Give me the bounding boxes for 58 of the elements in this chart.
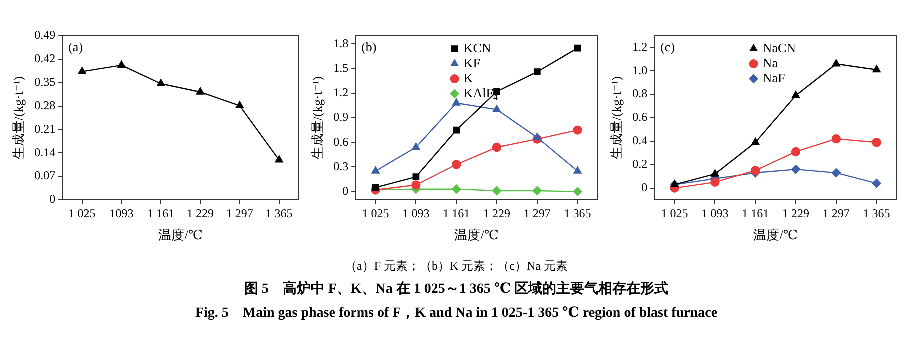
- y-tick-label: 0.07: [34, 168, 56, 183]
- y-tick-label: 0.6: [632, 110, 648, 124]
- y-tick-label: 0.49: [34, 28, 56, 42]
- legend-label: Na: [762, 55, 778, 70]
- x-tick-label: 1093: [110, 206, 134, 220]
- y-tick-label: 0.3: [334, 159, 349, 174]
- legend-label: NaCN: [762, 40, 797, 56]
- y-tick-label: 1.5: [334, 60, 349, 75]
- x-tick-label: 1 025: [68, 206, 96, 220]
- y-tick-label: 0.42: [34, 52, 56, 66]
- legend-label: K: [464, 70, 474, 86]
- x-tick-label: 1 297: [226, 206, 254, 220]
- y-tick-label: 0.28: [34, 98, 56, 112]
- x-tick-label: 1 229: [484, 206, 510, 220]
- y-tick-label: 0.8: [632, 86, 648, 101]
- y-tick-label: 0.2: [632, 157, 648, 172]
- x-tick-label: 1 297: [524, 206, 551, 220]
- x-tick-label: 1 161: [148, 206, 175, 220]
- y-axis-title: 生成量/(kg·t⁻¹): [310, 76, 326, 160]
- y-tick-label: 0.9: [334, 110, 349, 124]
- y-tick-label: 1.2: [334, 86, 349, 100]
- y-tick-label: 0.21: [34, 122, 56, 136]
- y-tick-label: 0.6: [334, 134, 349, 149]
- chart-title: (b): [362, 39, 377, 54]
- chart-title: (c): [660, 39, 676, 54]
- x-axis-title: 温度/℃: [754, 228, 798, 243]
- x-tick-label: 1 365: [564, 206, 592, 220]
- y-tick-label: 0: [642, 180, 648, 194]
- y-axis-title: 生成量/(kg·t⁻¹): [11, 76, 26, 160]
- caption: 图 5 高炉中 F、K、Na 在 1 025～1 365 ℃ 区域的主要气相存在形式: [243, 280, 670, 299]
- y-tick-label: 1.2: [632, 40, 648, 54]
- y-tick-label: 0: [50, 192, 56, 206]
- x-tick-label: 1 025: [362, 206, 390, 220]
- x-tick-label: 1 161: [443, 206, 470, 220]
- caption: Fig. 5 Main gas phase forms of F，K and Na in 1 025-1 365 ℃ region of blast furnace: [194, 305, 719, 323]
- x-axis-title: 温度/℃: [454, 228, 499, 243]
- x-tick-label: 1 229: [187, 206, 214, 220]
- y-tick-label: 0: [342, 184, 349, 198]
- x-tick-label: 1 229: [782, 206, 810, 220]
- x-axis-title: 温度/℃: [158, 228, 203, 243]
- x-tick-label: 1 093: [702, 206, 729, 220]
- x-tick-label: 1 093: [402, 206, 430, 220]
- legend-label: KF: [464, 55, 480, 70]
- legend-label: NaF: [762, 70, 786, 86]
- chart-title: (a): [68, 39, 84, 54]
- y-tick-label: 1.0: [632, 63, 648, 78]
- y-tick-label: 0.14: [34, 145, 56, 160]
- x-tick-label: 1 365: [863, 206, 890, 220]
- text: （a）F 元素；（b）K 元素；（c）Na 元素: [344, 258, 569, 275]
- y-axis-title: 生成量/(kg·t⁻¹): [609, 76, 624, 160]
- y-tick-label: 0.35: [34, 75, 56, 90]
- x-tick-label: 1 161: [742, 206, 770, 220]
- x-tick-label: 1 297: [822, 206, 850, 220]
- x-tick-label: 1 365: [266, 206, 293, 220]
- x-tick-label: 1 025: [661, 206, 688, 220]
- y-tick-label: 0.4: [632, 134, 648, 148]
- y-tick-label: 1.8: [334, 36, 349, 50]
- legend-label: KCN: [464, 40, 492, 56]
